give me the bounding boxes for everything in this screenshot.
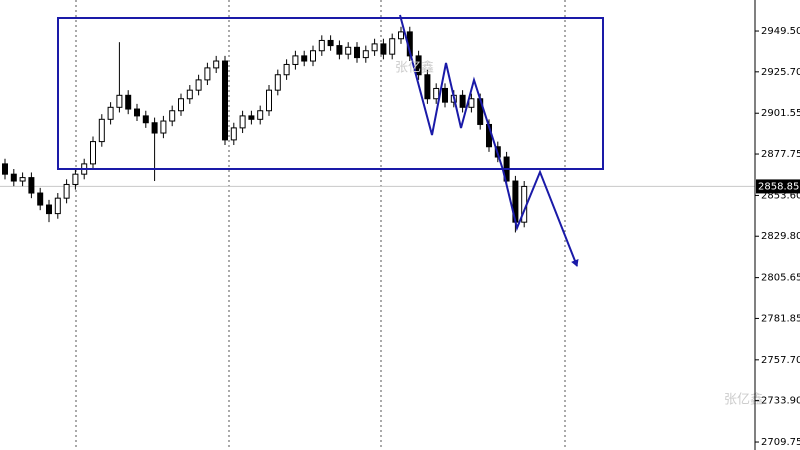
candle-body (125, 94, 132, 110)
candle-body (2, 163, 8, 175)
y-tick-label: 2949.50 (761, 26, 800, 37)
candle-body (301, 55, 308, 62)
candle-body (19, 177, 26, 182)
candle-body (380, 43, 387, 55)
y-tick-label: 2805.65 (761, 273, 800, 284)
y-tick-label: 2901.55 (761, 108, 800, 119)
candle-body (169, 110, 176, 122)
candle-body (266, 89, 272, 112)
candle-body (442, 87, 448, 103)
candle-body (160, 120, 167, 134)
candle-body (54, 197, 61, 215)
candle-body (318, 39, 325, 52)
candle-body (46, 204, 52, 215)
candle-body (222, 60, 228, 141)
candle-body (98, 118, 105, 143)
candle-body (107, 106, 114, 120)
candle-body (371, 43, 378, 52)
candle-body (230, 127, 237, 141)
candle-body (195, 79, 202, 91)
candle-body (257, 110, 264, 120)
candle-body (28, 177, 35, 194)
candle-body (336, 45, 343, 55)
candle-body (248, 115, 255, 120)
current-price-label: 2858.85 (758, 181, 799, 192)
candle-body (213, 60, 220, 69)
candle-body (134, 108, 140, 117)
candle-body (424, 74, 431, 100)
candle-body (90, 141, 96, 165)
candle-body (415, 55, 422, 76)
candle-body (345, 46, 352, 55)
time-separators (75, 0, 566, 450)
y-tick-label: 2757.70 (761, 355, 800, 366)
candle-body (362, 50, 369, 59)
current-price-box (756, 179, 800, 194)
candle-body (327, 39, 334, 47)
candle-body (63, 183, 70, 199)
range-box (57, 17, 604, 170)
candle-body (72, 173, 79, 185)
trend-arrow (399, 14, 579, 267)
candle-body (204, 67, 211, 81)
watermark: 张亿鑫 (724, 392, 763, 408)
candle-body (354, 46, 360, 59)
watermark: 张亿鑫 (395, 60, 434, 76)
candle-body (142, 115, 149, 124)
candle-body (310, 50, 316, 62)
y-tick-label: 2853.60 (761, 190, 800, 201)
plot (0, 26, 755, 233)
candle-body (389, 38, 396, 55)
candle-body (151, 122, 158, 134)
candle-body (459, 94, 466, 108)
y-tick-label: 2877.75 (761, 149, 800, 160)
y-tick-label: 2781.85 (761, 313, 800, 324)
candle-body (283, 63, 290, 76)
candle-body (186, 89, 193, 100)
candle-body (292, 55, 299, 65)
y-tick-label: 2925.70 (761, 67, 800, 78)
candle-body (37, 192, 44, 206)
candle-body (10, 173, 17, 182)
candle-body (116, 94, 123, 108)
candle-body (274, 74, 281, 91)
y-tick-label: 2829.80 (761, 231, 800, 242)
y-tick-label: 2709.75 (761, 437, 800, 448)
candle-body (468, 98, 475, 108)
candle-body (239, 115, 246, 129)
candle-body (398, 31, 404, 40)
candle-body (178, 98, 184, 112)
y-tick-label: 2733.90 (761, 396, 800, 407)
candle-body (433, 87, 440, 100)
